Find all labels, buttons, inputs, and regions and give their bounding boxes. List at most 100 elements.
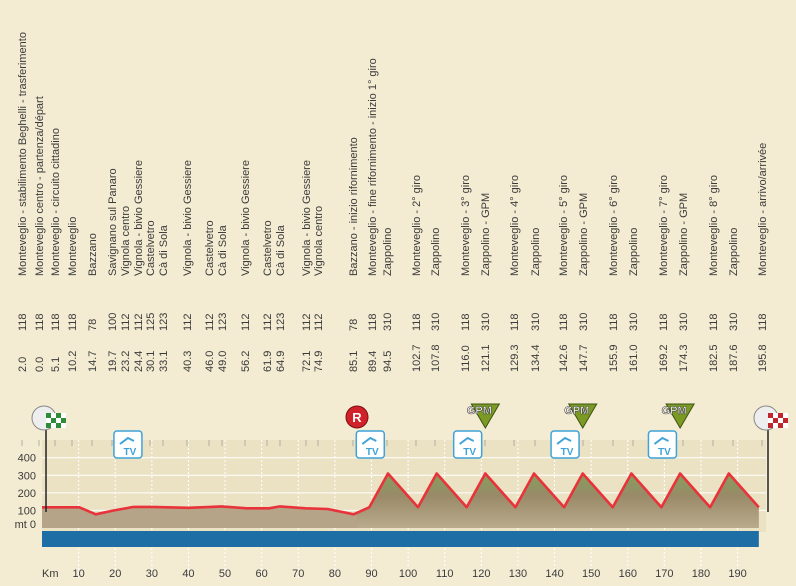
waypoint-name: Vignola - bivio Gessiere [182, 160, 194, 276]
waypoint-altitude: 310 [530, 313, 542, 331]
flag-check [768, 413, 773, 418]
waypoint-km: 61.9 [262, 351, 274, 372]
waypoint-km: 107.8 [430, 344, 442, 372]
waypoint-altitude: 310 [382, 313, 394, 331]
x-tick-label: 100 [399, 568, 417, 580]
waypoint-km: 72.1 [301, 351, 313, 372]
tv-icon-cyclist [653, 436, 669, 445]
feed-zone-marker: R [345, 405, 369, 429]
waypoint-name: Bazzano - inizio rifornimento [348, 137, 360, 276]
waypoint-altitude: 123 [158, 313, 170, 331]
waypoint-km: 129.3 [509, 344, 521, 372]
x-tick-label: 90 [365, 568, 377, 580]
waypoint-name: Vignola - bivio Gessiere [301, 160, 313, 276]
waypoint-altitude: 310 [430, 313, 442, 331]
waypoint-altitude: 112 [204, 313, 216, 331]
tv-icon-label: TV [658, 447, 671, 458]
tv-icon-cyclist [556, 436, 572, 445]
waypoint-name: Zappolino [530, 228, 542, 276]
waypoint-km: 23.2 [120, 351, 132, 372]
waypoint-km: 19.7 [107, 351, 119, 372]
waypoint-km: 24.4 [133, 351, 145, 372]
y-tick-label: mt 0 [15, 519, 36, 531]
y-tick-label: 400 [18, 453, 36, 465]
x-tick-label: 80 [329, 568, 341, 580]
flag-check [46, 418, 51, 423]
waypoint-name: Zappolino [430, 228, 442, 276]
waypoint-name: Monteveglio - 8° giro [708, 175, 720, 276]
flag-check [778, 418, 783, 423]
x-tick-label: 140 [545, 568, 563, 580]
flag-check [768, 418, 773, 423]
waypoint-km: 56.2 [240, 351, 252, 372]
waypoint-km: 89.4 [367, 351, 379, 372]
waypoint-altitude: 112 [301, 313, 313, 331]
waypoint-km: 40.3 [182, 351, 194, 372]
tv-icon-cyclist [459, 436, 475, 445]
waypoint-name: Monteveglio - 3° giro [460, 175, 472, 276]
gpm-label: GPM [564, 405, 589, 417]
tv-icon-frame [452, 430, 483, 459]
flag-check [56, 413, 61, 418]
waypoint-name: Monteveglio [67, 217, 79, 276]
waypoint-km: 187.6 [728, 344, 740, 372]
waypoint-name: Monteveglio - 5° giro [558, 175, 570, 276]
waypoint-km: 182.5 [708, 344, 720, 372]
flag-check [46, 423, 51, 428]
x-tick-label: 170 [655, 568, 673, 580]
tv-icon-frame [550, 430, 580, 459]
waypoint-km: 169.2 [658, 344, 670, 372]
waypoint-name: Cà di Sola [275, 224, 287, 276]
x-tick-label: 40 [182, 568, 194, 580]
waypoint-km: 174.3 [678, 344, 690, 372]
waypoint-altitude: 118 [67, 313, 79, 331]
waypoint-name: Castelvetro [262, 220, 274, 276]
waypoint-altitude: 118 [367, 313, 379, 331]
x-tick-label: 110 [436, 568, 454, 580]
waypoint-name: Savignano sul Panaro [107, 168, 119, 276]
tv-icon-frame [113, 430, 143, 459]
waypoint-altitude: 118 [558, 313, 570, 331]
waypoint-name: Vignola - bivio Gessiere [133, 160, 145, 276]
waypoint-km: 14.7 [87, 351, 99, 372]
x-tick-label: 20 [109, 568, 121, 580]
flag-check [773, 413, 778, 418]
waypoint-km: 134.4 [530, 344, 542, 372]
waypoint-name: Monteveglio - 6° giro [608, 175, 620, 276]
gpm-marker: GPM [661, 403, 695, 429]
waypoint-km: 2.0 [17, 357, 29, 372]
tv-icon: TV [647, 430, 678, 459]
waypoint-name: Monteveglio - 4° giro [509, 175, 521, 276]
x-tick-label: 60 [256, 568, 268, 580]
x-tick-label: 120 [472, 568, 490, 580]
waypoint-km: 161.0 [628, 344, 640, 372]
y-tick-label: 100 [18, 505, 36, 517]
waypoint-altitude: 118 [34, 313, 46, 331]
waypoint-altitude: 100 [107, 313, 119, 331]
waypoint-altitude: 118 [509, 313, 521, 331]
gpm-marker: GPM [564, 403, 598, 429]
tv-icon-frame [647, 430, 678, 459]
flag-check [778, 423, 783, 428]
waypoint-altitude: 112 [182, 313, 194, 331]
waypoint-altitude: 118 [608, 313, 620, 331]
flag-check [773, 423, 778, 428]
waypoint-name: Zappolino [382, 228, 394, 276]
x-tick-label: 130 [509, 568, 527, 580]
flag-check [768, 423, 773, 428]
x-tick-label: 190 [728, 568, 746, 580]
waypoint-km: 116.0 [460, 345, 472, 372]
waypoint-km: 64.9 [275, 351, 287, 372]
flag-check [783, 418, 788, 423]
tv-icon-label: TV [463, 447, 476, 458]
x-tick-label: 150 [582, 568, 600, 580]
gpm-triangle [470, 403, 501, 429]
waypoint-altitude: 310 [628, 313, 640, 331]
y-tick-label: 300 [18, 470, 36, 482]
x-tick-label: 30 [146, 568, 158, 580]
waypoint-name: Zappolino [728, 228, 740, 276]
x-tick-label: 10 [72, 568, 84, 580]
waypoint-km: 46.0 [204, 351, 216, 372]
waypoint-altitude: 78 [87, 319, 99, 331]
feed-zone-label: R [352, 410, 362, 425]
